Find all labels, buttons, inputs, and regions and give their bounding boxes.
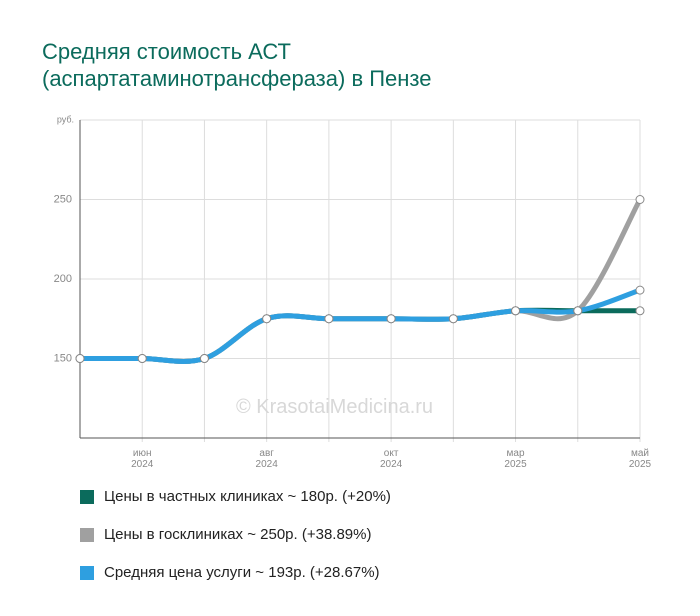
y-axis-label: руб.	[57, 114, 74, 124]
point-marker	[448, 314, 458, 324]
chart-title: Средняя стоимость АСТ (аспартатаминотран…	[42, 39, 432, 91]
legend-entry: Цены в госклиниках ~ 250р. (+38.89%)	[80, 526, 371, 543]
point-marker	[137, 354, 147, 363]
series-line	[77, 287, 643, 364]
watermark: © KrasotaiMedicina.ru	[236, 396, 434, 418]
legend-label: Цены в частных клиниках ~ 180р. (+20%)	[104, 488, 391, 505]
point-marker	[573, 306, 583, 316]
series-line	[77, 197, 643, 364]
x-tick-label: мар 2025	[504, 448, 527, 470]
point-marker	[635, 285, 645, 295]
y-tick-label: 150	[54, 352, 72, 364]
x-tick-label: июн 2024	[131, 448, 154, 470]
point-marker	[324, 314, 334, 324]
x-tick-label: окт 2024	[379, 448, 403, 470]
point-marker	[511, 306, 521, 316]
x-tick-label: авг 2024	[255, 448, 278, 470]
point-marker	[75, 354, 85, 363]
legend-swatch	[80, 489, 94, 504]
legend-entry: Цены в частных клиниках ~ 180р. (+20%)	[80, 488, 391, 505]
legend-swatch	[80, 565, 94, 580]
point-marker	[199, 354, 209, 363]
legend-label: Средняя цена услуги ~ 193р. (+28.67%)	[104, 564, 380, 581]
y-tick-label: 250	[54, 193, 72, 205]
point-marker	[635, 306, 645, 316]
point-marker	[386, 314, 396, 324]
legend-label: Цены в госклиниках ~ 250р. (+38.89%)	[104, 526, 372, 543]
x-tick-label: май 2025	[628, 448, 652, 470]
legend-entry: Средняя цена услуги ~ 193р. (+28.67%)	[80, 564, 380, 581]
y-tick-label: 200	[54, 273, 72, 285]
legend-swatch	[80, 527, 94, 542]
point-marker	[635, 195, 645, 204]
point-marker	[262, 314, 272, 324]
